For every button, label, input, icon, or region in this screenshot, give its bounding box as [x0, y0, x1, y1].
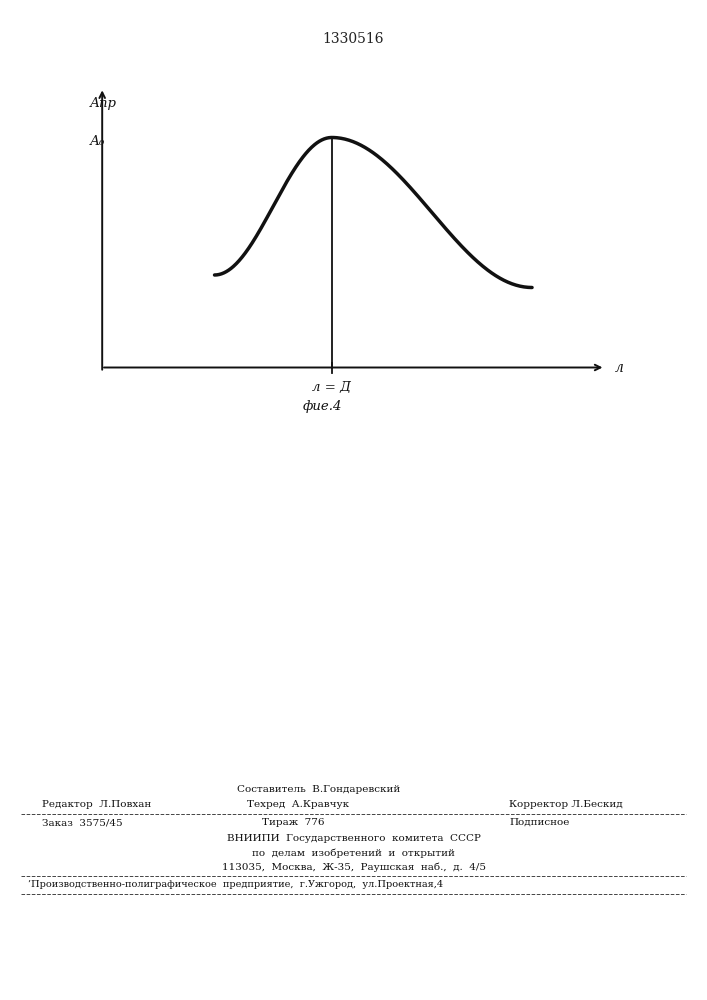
Text: Подписное: Подписное — [509, 818, 569, 827]
Text: Корректор Л.Бескид: Корректор Л.Бескид — [509, 800, 623, 809]
Text: Составитель  В.Гондаревский: Составитель В.Гондаревский — [237, 785, 399, 794]
Text: л = Д: л = Д — [312, 381, 351, 394]
Text: Техред  А.Кравчук: Техред А.Кравчук — [247, 800, 349, 809]
Text: ВНИИПИ  Государственного  комитета  СССР: ВНИИПИ Государственного комитета СССР — [226, 834, 481, 843]
Text: 113035,  Москва,  Ж-35,  Раушская  наб.,  д.  4/5: 113035, Москва, Ж-35, Раушская наб., д. … — [221, 862, 486, 871]
Text: Тираж  776: Тираж 776 — [262, 818, 324, 827]
Text: фие.4: фие.4 — [303, 400, 341, 413]
Text: Редактор  Л.Повхан: Редактор Л.Повхан — [42, 800, 152, 809]
Text: Заказ  3575/45: Заказ 3575/45 — [42, 818, 123, 827]
Text: Апр: Апр — [90, 98, 117, 110]
Text: 1330516: 1330516 — [323, 32, 384, 46]
Text: л: л — [615, 360, 624, 374]
Text: ’Производственно-полиграфическое  предприятие,  г.Ужгород,  ул.Проектная,4: ’Производственно-полиграфическое предпри… — [28, 880, 443, 889]
Text: А₀: А₀ — [90, 135, 105, 148]
Text: по  делам  изобретений  и  открытий: по делам изобретений и открытий — [252, 848, 455, 857]
